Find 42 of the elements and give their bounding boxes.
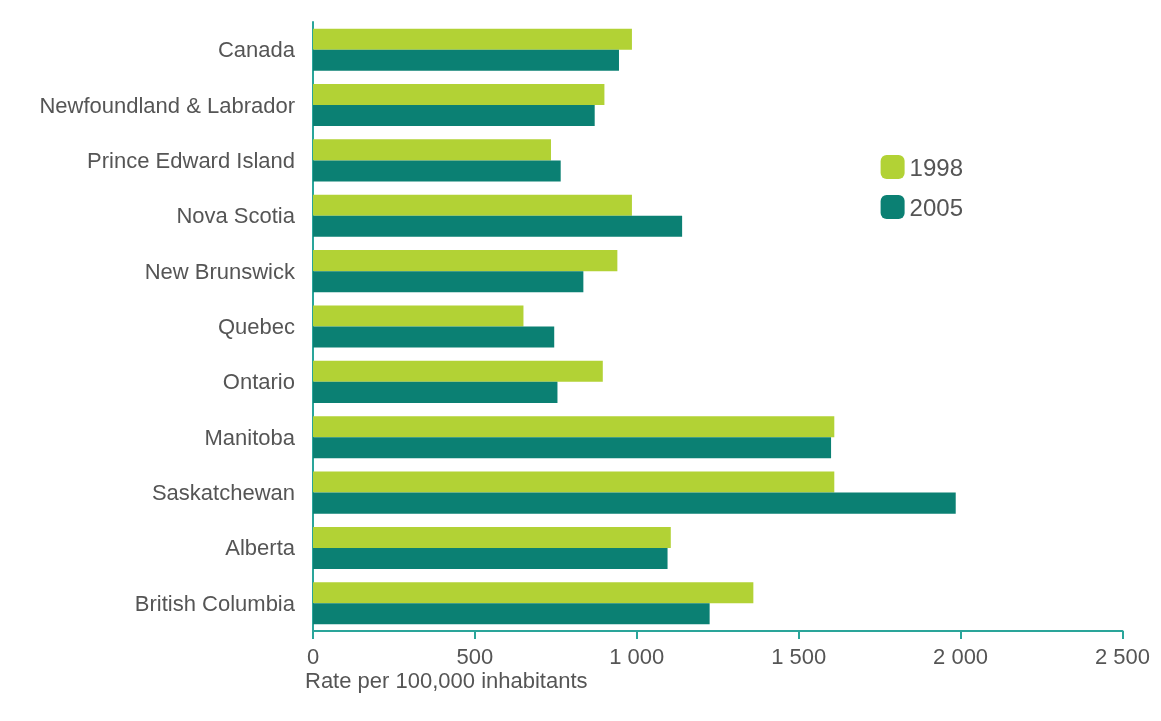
- bar: [313, 437, 832, 459]
- x-tick-label: 0: [306, 643, 320, 669]
- bar: [313, 271, 584, 293]
- y-tick-label: Alberta: [225, 535, 296, 561]
- bar: [313, 105, 595, 127]
- y-tick-label: Saskatchewan: [151, 480, 295, 506]
- y-tick-label: British Columbia: [134, 590, 296, 616]
- y-tick-label: Canada: [217, 37, 296, 63]
- bar: [313, 547, 668, 569]
- x-tick-label: 1 500: [771, 643, 827, 669]
- bar: [313, 360, 603, 382]
- bar: [313, 49, 619, 71]
- x-tick-label: 1 000: [609, 643, 665, 669]
- bar: [313, 471, 835, 493]
- y-tick-label: New Brunswick: [144, 258, 296, 284]
- bar: [313, 492, 956, 514]
- bar: [313, 215, 683, 237]
- x-axis-title: Rate per 100,000 inhabitants: [305, 667, 588, 693]
- legend-label: 1998: [909, 153, 963, 181]
- bar: [313, 84, 605, 106]
- bar: [313, 160, 561, 182]
- bar: [313, 603, 710, 625]
- y-tick-label: Prince Edward Island: [87, 147, 295, 173]
- y-tick-label: Nova Scotia: [176, 203, 296, 229]
- legend-label: 2005: [909, 193, 963, 221]
- bar: [313, 305, 524, 327]
- y-tick-label: Manitoba: [204, 424, 296, 450]
- bar: [313, 139, 551, 161]
- bar: [313, 381, 558, 403]
- y-tick-label: Ontario: [222, 369, 295, 395]
- bar: [313, 416, 835, 438]
- x-tick-label: 2 500: [1094, 643, 1150, 669]
- y-tick-label: Newfoundland & Labrador: [39, 92, 295, 118]
- bar: [313, 326, 555, 348]
- bar: [313, 582, 754, 604]
- bar: [313, 526, 671, 548]
- y-tick-label: Quebec: [217, 314, 295, 339]
- bar: [313, 28, 632, 50]
- bar: [313, 194, 632, 216]
- x-tick-label: 2 000: [933, 643, 989, 669]
- bar: [313, 250, 618, 272]
- x-tick-label: 500: [456, 643, 494, 669]
